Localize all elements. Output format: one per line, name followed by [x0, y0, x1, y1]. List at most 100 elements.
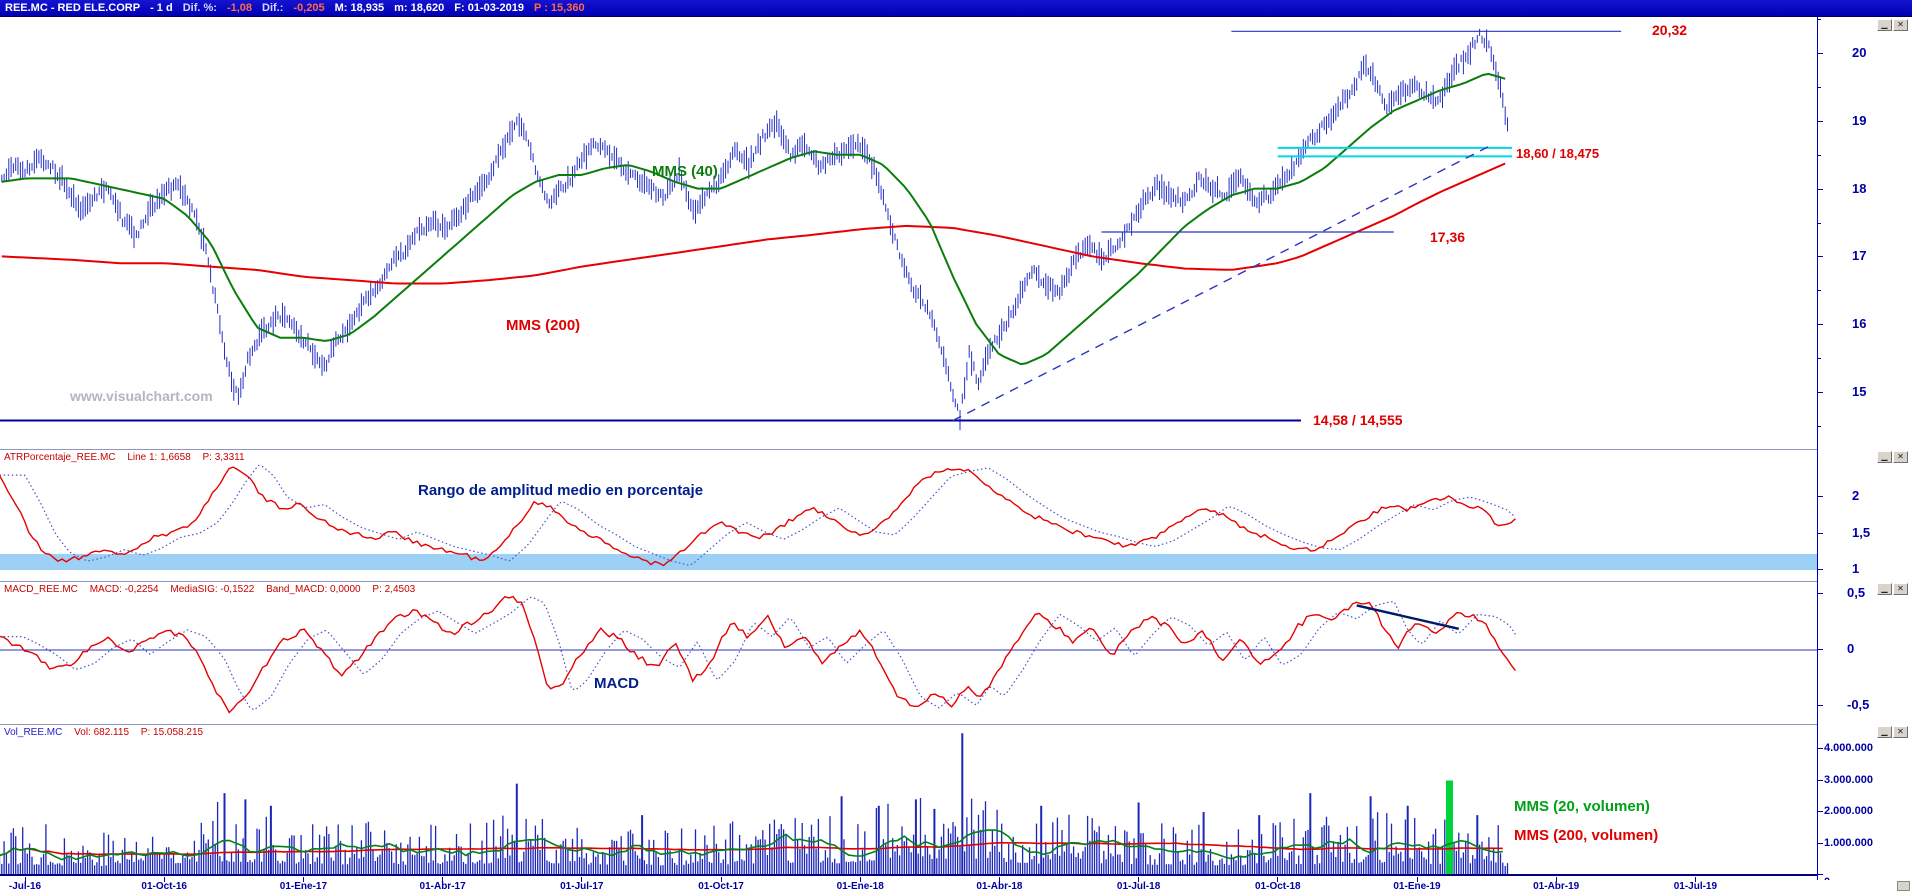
volume-baseline	[0, 874, 1817, 876]
header-segment: Dif. %:	[182, 2, 217, 14]
volume-panel[interactable]: Vol_REE.MC Vol: 682.115 P: 15.058.215 MM…	[0, 724, 1912, 880]
support-pair-label: 18,60 / 18,475	[1516, 146, 1600, 161]
atr-line1-value: Line 1: 1,6658	[127, 452, 191, 463]
header-segment: REE.MC - RED ELE.CORP	[5, 2, 141, 14]
price-axis-tick	[1818, 256, 1823, 258]
time-axis-label: 01-Abr-18	[976, 881, 1023, 892]
atr-axis-label: 1	[1852, 561, 1860, 576]
time-axis-tick	[1555, 877, 1557, 882]
time-axis-tick	[24, 877, 26, 882]
macd-panel-close-button[interactable]: ✕	[1893, 583, 1908, 595]
atr-axis-label: 1,5	[1852, 524, 1871, 540]
level-1736-label: 17,36	[1430, 229, 1466, 245]
price-axis-minor-tick	[1818, 222, 1821, 224]
volume-header: Vol_REE.MC Vol: 682.115 P: 15.058.215	[4, 727, 212, 738]
price-axis-minor-tick	[1818, 290, 1821, 292]
atr-title-label: Rango de amplitud medio en porcentaje	[418, 482, 704, 499]
volume-axis-tick	[1818, 748, 1823, 749]
time-axis-label: 01-Ene-18	[836, 881, 884, 892]
atr-axis-tick	[1818, 569, 1823, 570]
axis-corner	[1817, 880, 1912, 892]
atr-panel[interactable]: ATRPorcentaje_REE.MC Line 1: 1,6658 P: 3…	[0, 449, 1912, 581]
price-panel-close-button[interactable]: ✕	[1893, 19, 1908, 31]
volume-axis-label: 1.000.000	[1824, 836, 1873, 849]
time-axis-label: 01-Oct-16	[141, 881, 187, 892]
price-axis-label: 20	[1852, 45, 1867, 60]
macd-p-value: P: 2,4503	[372, 584, 416, 595]
macd-axis-label: -0,5	[1847, 696, 1870, 712]
time-axis-tick	[163, 877, 165, 882]
volume-axis-label: 4.000.000	[1824, 742, 1873, 754]
time-axis-tick	[1416, 877, 1418, 882]
time-axis-tick	[859, 877, 861, 882]
price-axis-tick	[1818, 392, 1823, 393]
atr-panel-close-button[interactable]: ✕	[1893, 451, 1908, 463]
volume-axis-tick	[1818, 811, 1823, 812]
volume-axis-tick	[1818, 779, 1823, 781]
time-axis-label: 01-Jul-18	[1116, 881, 1161, 892]
volume-axis-label: 3.000.000	[1824, 773, 1873, 786]
atr-axis-tick	[1818, 532, 1823, 534]
price-axis-label: 18	[1852, 180, 1867, 196]
header-segment: -0,205	[293, 2, 325, 14]
atr-panel-minimize-button[interactable]: ▁	[1877, 451, 1892, 463]
time-axis-tick	[998, 877, 1000, 882]
price-axis-label: 19	[1852, 112, 1867, 128]
price-axis-minor-tick	[1818, 358, 1821, 360]
price-chart-canvas[interactable]	[0, 17, 1817, 449]
volume-panel-close-button[interactable]: ✕	[1893, 726, 1908, 738]
header-segment: F: 01-03-2019	[454, 2, 525, 14]
price-panel-minimize-button[interactable]: ▁	[1877, 19, 1892, 31]
price-axis-tick	[1818, 188, 1823, 190]
atr-chart-canvas[interactable]	[0, 450, 1817, 582]
atr-axis-label: 2	[1852, 488, 1860, 503]
mms200-label: MMS (200)	[506, 317, 581, 334]
macd-panel[interactable]: MACD_REE.MC MACD: -0,2254 MediaSIG: -0,1…	[0, 581, 1912, 724]
volume-axis-label: 2.000.000	[1824, 805, 1873, 817]
atr-indicator-name: ATRPorcentaje_REE.MC	[4, 452, 116, 463]
atr-header: ATRPorcentaje_REE.MC Line 1: 1,6658 P: 3…	[4, 452, 254, 463]
time-axis-label: 01-Abr-19	[1533, 881, 1580, 892]
macd-value: MACD: -0,2254	[89, 584, 159, 595]
chart-header-bar[interactable]: REE.MC - RED ELE.CORP - 1 d Dif. %: -1,08 Di…	[0, 0, 1912, 17]
macd-indicator-name: MACD_REE.MC	[4, 584, 78, 595]
volume-p-value: P: 15.058.215	[140, 727, 204, 738]
header-segment: M: 18,935	[334, 2, 385, 14]
atr-axis-tick	[1818, 496, 1823, 497]
band-macd-value: Band_MACD: 0,0000	[266, 584, 361, 595]
price-scale-axis[interactable]: 20 19 18 17 16 15 2 1,5 1 0,5 0 -0,5 4.000.000 3.000.…	[1817, 17, 1912, 888]
macd-axis-label: 0,5	[1847, 585, 1866, 601]
volume-mms200-label: MMS (200, volumen)	[1514, 827, 1659, 844]
macd-header: MACD_REE.MC MACD: -0,2254 MediaSIG: -0,1…	[4, 584, 424, 595]
resistance-level-label: 20,32	[1652, 22, 1688, 38]
mediasig-value: MediaSIG: -0,1522	[170, 584, 255, 595]
time-axis-tick	[720, 877, 722, 882]
time-axis-label: 01-Ene-19	[1393, 881, 1441, 892]
price-panel[interactable]: 20,32 18,60 / 18,475 17,36 14,58 / 14,55…	[0, 17, 1912, 449]
time-axis-label: 01-Oct-17	[698, 881, 744, 892]
macd-panel-minimize-button[interactable]: ▁	[1877, 583, 1892, 595]
macd-axis-tick	[1818, 593, 1823, 595]
time-axis-tick	[302, 877, 304, 882]
volume-chart-canvas[interactable]	[0, 725, 1817, 881]
volume-panel-minimize-button[interactable]: ▁	[1877, 726, 1892, 738]
time-axis[interactable]: -Jul-16 01-Oct-16 01-Ene-17 01-Abr-17 01-Jul…	[0, 877, 1817, 892]
volume-axis-tick	[1818, 842, 1823, 844]
price-axis-label: 16	[1852, 316, 1867, 332]
atr-p-value: P: 3,3311	[202, 452, 245, 463]
macd-title-label: MACD	[594, 675, 639, 692]
price-axis-tick	[1818, 324, 1823, 326]
time-axis-tick	[581, 877, 583, 882]
price-axis-minor-tick	[1818, 19, 1821, 21]
macd-axis-label: 0	[1847, 641, 1855, 656]
header-segment: - 1 d	[150, 2, 173, 14]
scroll-corner-box[interactable]	[1897, 881, 1910, 891]
price-axis-tick	[1818, 53, 1823, 54]
time-axis-label: 01-Jul-19	[1673, 881, 1718, 892]
macd-chart-canvas[interactable]	[0, 582, 1817, 725]
price-axis-minor-tick	[1818, 86, 1821, 88]
mms40-label: MMS (40)	[652, 163, 718, 180]
time-axis-tick	[442, 877, 444, 882]
header-segment: m: 18,620	[394, 2, 445, 14]
